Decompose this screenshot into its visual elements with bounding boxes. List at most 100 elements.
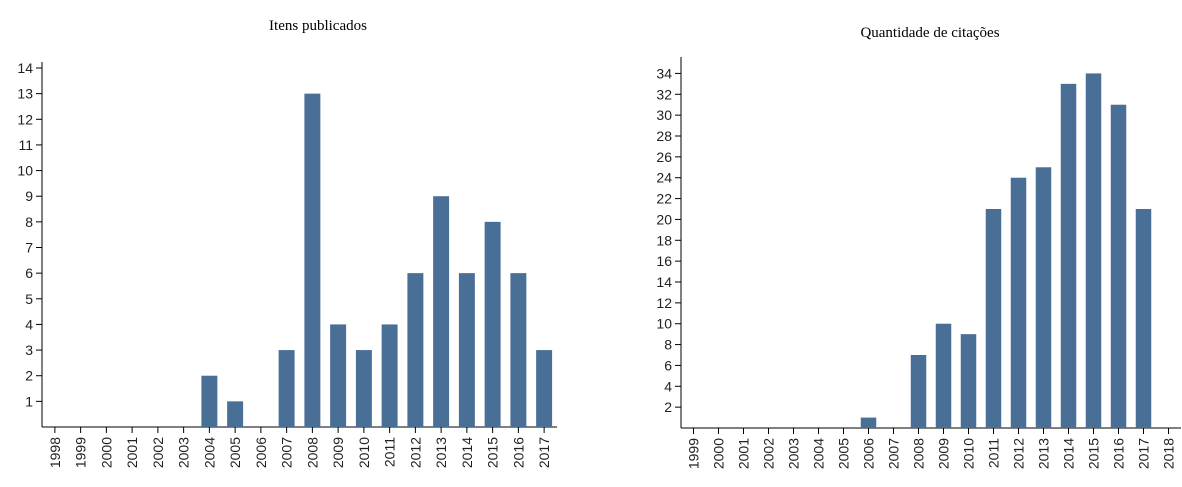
- x-tick-label: 2010: [961, 438, 977, 469]
- y-tick-label: 11: [18, 137, 33, 153]
- x-tick-label: 2011: [382, 437, 398, 467]
- y-tick-label: 14: [656, 274, 672, 290]
- y-tick-label: 6: [25, 265, 33, 281]
- bar: [1010, 177, 1027, 428]
- bar: [278, 350, 295, 427]
- y-tick-label: 5: [25, 291, 33, 307]
- x-tick-label: 2018: [1161, 438, 1177, 469]
- y-tick-label: 4: [25, 316, 33, 332]
- chart-itens-publicados-svg: Itens publicados 12345678910111213141998…: [17, 18, 557, 468]
- y-tick-label: 7: [25, 240, 33, 256]
- x-tick-label: 2014: [459, 437, 475, 468]
- x-tick-label: 2016: [1111, 438, 1127, 469]
- y-tick-label: 1: [25, 393, 33, 409]
- y-tick-label: 13: [17, 86, 33, 102]
- x-tick-label: 2011: [986, 438, 1002, 468]
- y-tick-label: 10: [656, 316, 672, 332]
- bar: [1110, 104, 1127, 428]
- x-tick-label: 2015: [485, 437, 501, 468]
- y-tick-label: 4: [664, 378, 672, 394]
- y-tick-label: 10: [17, 163, 33, 179]
- x-tick-label: 2009: [330, 437, 346, 468]
- x-tick-label: 2002: [761, 438, 777, 469]
- x-tick-label: 2013: [433, 437, 449, 468]
- chart-itens-publicados: Itens publicados 1 2 3 4 5 6 7 8 9 10 11 12 13 14 1998…: [17, 18, 557, 468]
- x-tick-label: 2008: [304, 437, 320, 468]
- x-tick-label: 1998: [47, 437, 63, 468]
- x-tick-label: 2007: [279, 437, 295, 468]
- bar: [330, 324, 347, 427]
- bar: [510, 273, 527, 427]
- y-tick-label: 16: [656, 253, 672, 269]
- y-tick-label: 18: [656, 232, 672, 248]
- y-tick-label: 26: [656, 149, 672, 165]
- bar: [910, 355, 927, 428]
- bar: [1135, 209, 1152, 428]
- y-tick-label: 28: [656, 128, 672, 144]
- x-tick-label: 2007: [886, 438, 902, 469]
- y-tick-label: 12: [656, 295, 672, 311]
- x-tick-label: 2008: [911, 438, 927, 469]
- bar: [1035, 167, 1052, 429]
- y-tick-label: 32: [656, 86, 672, 102]
- chart-quantidade-citacoes: Quantidade de citações 2 4 6 8 10 12 14 16 18 20 2…: [591, 0, 1182, 487]
- y-tick-label: 8: [25, 214, 33, 230]
- x-tick-label: 1999: [686, 438, 702, 469]
- bar: [201, 375, 218, 427]
- bar: [355, 350, 372, 427]
- y-tick-label: 8: [664, 337, 672, 353]
- x-tick-label: 2000: [711, 438, 727, 469]
- y-tick-label: 3: [25, 342, 33, 358]
- x-tick-label: 1999: [73, 437, 89, 468]
- x-tick-label: 2000: [98, 437, 114, 468]
- x-tick-label: 2004: [201, 437, 217, 468]
- x-tick-label: 2003: [176, 437, 192, 468]
- x-tick-label: 2002: [150, 437, 166, 468]
- bar: [304, 93, 321, 428]
- x-tick-label: 2016: [510, 437, 526, 468]
- bar: [381, 324, 398, 427]
- bar: [1060, 83, 1077, 428]
- bar: [1085, 73, 1102, 428]
- x-tick-label: 2003: [786, 438, 802, 469]
- chart-title: Quantidade de citações: [860, 25, 999, 41]
- x-tick-label: 2017: [536, 437, 552, 468]
- x-tick-label: 2017: [1136, 438, 1152, 469]
- x-tick-label: 2005: [836, 438, 852, 469]
- y-tick-label: 30: [656, 107, 672, 123]
- x-tick-label: 2005: [227, 437, 243, 468]
- x-tick-label: 2012: [1011, 438, 1027, 469]
- x-tick-label: 2004: [811, 438, 827, 469]
- x-tick-label: 2012: [407, 437, 423, 468]
- y-tick-label: 34: [656, 65, 672, 81]
- bar: [458, 273, 475, 427]
- y-tick-label: 6: [664, 357, 672, 373]
- y-tick-label: 22: [656, 191, 672, 207]
- x-tick-label: 2014: [1061, 438, 1077, 469]
- bar: [227, 401, 244, 427]
- bar: [960, 334, 977, 428]
- y-tick-label: 12: [17, 111, 33, 127]
- x-tick-label: 2013: [1036, 438, 1052, 469]
- bar: [860, 417, 877, 428]
- bar: [484, 221, 501, 427]
- chart-quantidade-citacoes-svg: Quantidade de citações 24681012141618202…: [656, 25, 1181, 469]
- x-tick-label: 2001: [736, 438, 752, 469]
- x-tick-label: 2015: [1086, 438, 1102, 469]
- y-tick-label: 9: [25, 188, 33, 204]
- bar: [536, 350, 553, 427]
- y-tick-label: 14: [17, 60, 33, 76]
- y-tick-label: 20: [656, 211, 672, 227]
- x-tick-label: 2010: [356, 437, 372, 468]
- x-tick-label: 2001: [124, 437, 140, 468]
- chart-title: Itens publicados: [269, 18, 367, 34]
- bar: [935, 323, 952, 428]
- y-tick-label: 2: [664, 399, 672, 415]
- y-tick-label: 24: [656, 170, 672, 186]
- bar: [407, 273, 424, 427]
- x-tick-label: 2006: [253, 437, 269, 468]
- x-tick-label: 2006: [861, 438, 877, 469]
- bar: [433, 196, 450, 427]
- bar: [985, 209, 1002, 428]
- y-tick-label: 2: [25, 368, 33, 384]
